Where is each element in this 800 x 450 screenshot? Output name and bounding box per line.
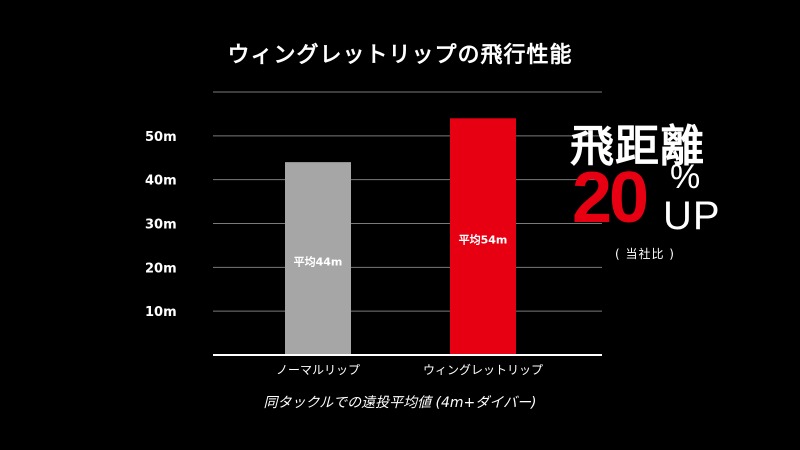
y-tick-label: 30m	[145, 218, 177, 233]
bar-data-label: 平均54m	[459, 233, 508, 247]
bar-data-label: 平均44m	[294, 255, 343, 269]
callout-percent: %	[670, 158, 701, 196]
callout-number: 20	[572, 158, 649, 238]
callout-up: UP	[663, 194, 721, 238]
y-tick-label: 40m	[145, 174, 177, 189]
chart-title: ウィングレットリップの飛行性能	[227, 43, 573, 68]
callout-headline: 飛距離	[570, 121, 705, 172]
y-tick-label: 10m	[145, 305, 177, 320]
y-tick-label: 50m	[145, 130, 177, 145]
callout-note: ( 当社比 )	[615, 247, 675, 261]
bar	[450, 118, 516, 355]
bar	[285, 162, 351, 355]
y-tick-label: 20m	[145, 261, 177, 276]
x-tick-label: ノーマルリップ	[276, 363, 360, 377]
chart-footnote: 同タックルでの遠投平均値 (4m+ダイバー)	[263, 395, 537, 411]
x-tick-label: ウィングレットリップ	[423, 363, 543, 377]
